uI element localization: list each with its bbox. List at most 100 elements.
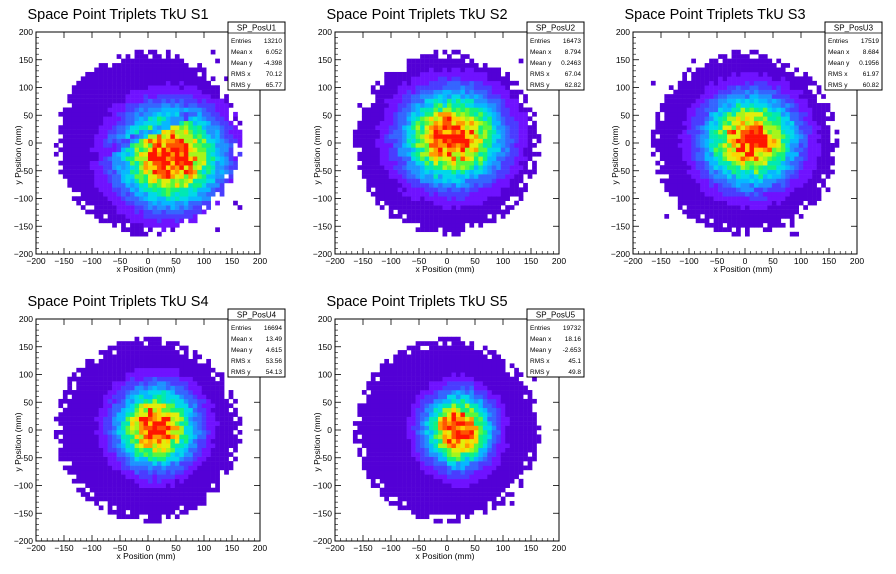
heatmap-bin bbox=[165, 89, 171, 95]
heatmap-bin bbox=[794, 156, 800, 162]
heatmap-bin bbox=[89, 403, 95, 409]
heatmap-bin bbox=[803, 129, 808, 135]
heatmap-bin bbox=[469, 103, 475, 108]
heatmap-bin bbox=[695, 209, 701, 215]
heatmap-bin bbox=[148, 205, 153, 210]
x-tick-label: −200 bbox=[26, 256, 45, 266]
heatmap-bin bbox=[89, 412, 95, 417]
heatmap-bin bbox=[496, 178, 502, 184]
heatmap-bin bbox=[134, 434, 140, 440]
heatmap-bin bbox=[700, 151, 705, 157]
heatmap-bin bbox=[803, 116, 808, 122]
heatmap-bin bbox=[125, 58, 131, 64]
heatmap-bin bbox=[134, 71, 140, 77]
heatmap-bin bbox=[789, 178, 795, 184]
heatmap-bin bbox=[776, 125, 782, 130]
heatmap-bin bbox=[67, 147, 73, 153]
heatmap-bin bbox=[518, 116, 524, 122]
heatmap-bin bbox=[107, 209, 113, 215]
heatmap-bin bbox=[170, 174, 176, 179]
heatmap-bin bbox=[727, 214, 732, 219]
heatmap-bin bbox=[85, 143, 91, 148]
heatmap-bin bbox=[424, 134, 430, 139]
heatmap-bin bbox=[125, 63, 131, 68]
heatmap-bin bbox=[197, 129, 203, 135]
heatmap-bin bbox=[125, 354, 131, 360]
heatmap-bin bbox=[165, 103, 171, 108]
heatmap-bin bbox=[210, 138, 216, 144]
heatmap-bin bbox=[107, 505, 113, 511]
heatmap-bin bbox=[776, 103, 782, 108]
heatmap-bin bbox=[85, 80, 91, 86]
heatmap-bin bbox=[402, 169, 407, 175]
heatmap-bin bbox=[148, 71, 153, 77]
heatmap-bin bbox=[89, 452, 95, 457]
heatmap-bin bbox=[682, 107, 688, 113]
heatmap-bin bbox=[420, 214, 425, 219]
heatmap-bin bbox=[112, 182, 117, 188]
heatmap-bin bbox=[771, 218, 777, 224]
heatmap-bin bbox=[496, 76, 502, 82]
heatmap-bin bbox=[188, 103, 194, 108]
heatmap-bin bbox=[812, 169, 817, 175]
heatmap-bin bbox=[455, 89, 461, 95]
heatmap-bin bbox=[148, 505, 153, 511]
heatmap-bin bbox=[71, 160, 77, 166]
heatmap-bin bbox=[107, 218, 113, 224]
heatmap-bin bbox=[509, 134, 515, 139]
heatmap-bin bbox=[67, 138, 73, 144]
heatmap-bin bbox=[487, 80, 493, 86]
heatmap-bin bbox=[722, 116, 728, 122]
heatmap-bin bbox=[125, 54, 131, 59]
heatmap-bin bbox=[780, 222, 786, 228]
heatmap-bin bbox=[121, 205, 126, 210]
heatmap-bin bbox=[156, 151, 162, 157]
heatmap-bin bbox=[80, 205, 86, 210]
heatmap-bin bbox=[139, 430, 144, 435]
heatmap-bin bbox=[704, 76, 710, 82]
heatmap-bin bbox=[121, 363, 126, 369]
heatmap-bin bbox=[789, 174, 795, 179]
heatmap-bin bbox=[103, 143, 108, 148]
heatmap-bin bbox=[130, 390, 135, 395]
heatmap-bin bbox=[740, 160, 746, 166]
heatmap-bin bbox=[89, 191, 95, 197]
heatmap-bin bbox=[152, 134, 158, 139]
heatmap-bin bbox=[76, 390, 82, 395]
heatmap-bin bbox=[98, 214, 104, 219]
heatmap-bin bbox=[758, 80, 764, 86]
heatmap-bin bbox=[411, 89, 416, 95]
heatmap-bin bbox=[192, 120, 198, 126]
heatmap-bin bbox=[156, 461, 162, 466]
heatmap-bin bbox=[179, 129, 185, 135]
panel-title: Space Point Triplets TkU S1 bbox=[27, 7, 208, 23]
heatmap-bin bbox=[170, 107, 176, 113]
heatmap-bin bbox=[771, 160, 777, 166]
heatmap-bin bbox=[695, 165, 701, 170]
heatmap-bin bbox=[188, 151, 194, 157]
heatmap-bin bbox=[447, 89, 452, 95]
heatmap-bin bbox=[686, 129, 692, 135]
heatmap-bin bbox=[415, 94, 421, 99]
heatmap-bin bbox=[668, 143, 674, 148]
heatmap-bin bbox=[384, 85, 390, 90]
heatmap-bin bbox=[438, 103, 443, 108]
heatmap-bin bbox=[686, 143, 692, 148]
heatmap-bin bbox=[762, 147, 768, 153]
heatmap-bin bbox=[152, 398, 158, 404]
heatmap-bin bbox=[749, 147, 755, 153]
heatmap-bin bbox=[767, 214, 773, 219]
heatmap-bin bbox=[771, 200, 777, 206]
heatmap-bin bbox=[393, 214, 398, 219]
heatmap-bin bbox=[197, 174, 203, 179]
heatmap-bin bbox=[121, 398, 126, 404]
heatmap-bin bbox=[758, 138, 764, 144]
heatmap-bin bbox=[736, 63, 741, 68]
heatmap-bin bbox=[112, 478, 117, 484]
heatmap-bin bbox=[487, 218, 493, 224]
heatmap-bin bbox=[165, 129, 171, 135]
stats-box-name: SP_PosU1 bbox=[237, 24, 277, 33]
heatmap-bin bbox=[455, 231, 461, 237]
heatmap-bin bbox=[762, 214, 768, 219]
heatmap-bin bbox=[179, 200, 185, 206]
